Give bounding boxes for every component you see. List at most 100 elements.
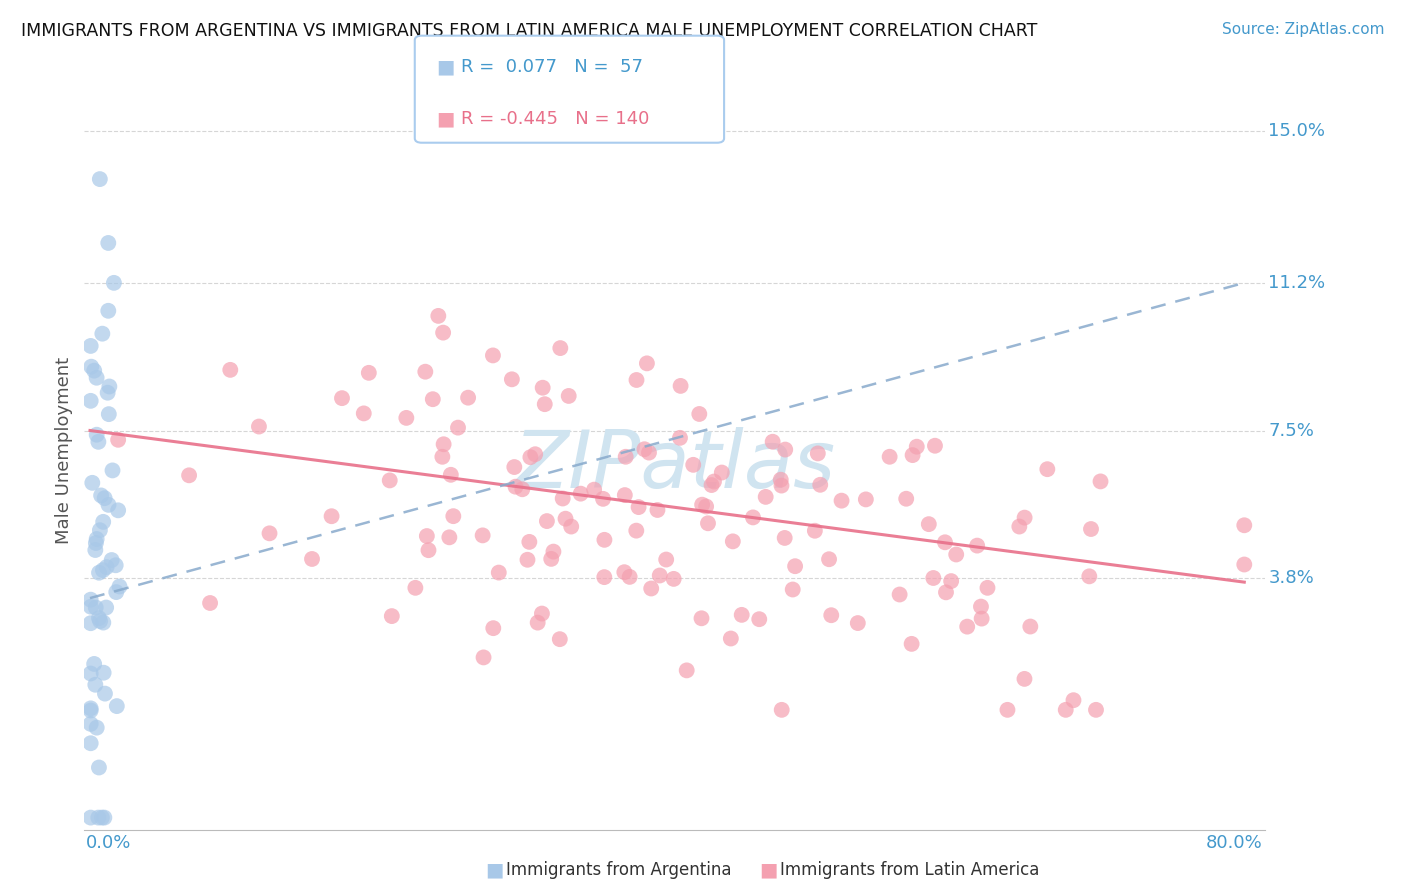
Point — [103, 276, 125, 290]
Point — [524, 447, 547, 461]
Point — [896, 491, 918, 506]
Point — [1080, 522, 1102, 536]
Point — [970, 599, 993, 614]
Point — [804, 524, 827, 538]
Point — [482, 621, 505, 635]
Point — [1019, 619, 1042, 633]
Point — [773, 531, 796, 545]
Point — [1233, 558, 1256, 572]
Point — [901, 448, 924, 462]
Text: IMMIGRANTS FROM ARGENTINA VS IMMIGRANTS FROM LATIN AMERICA MALE UNEMPLOYMENT COR: IMMIGRANTS FROM ARGENTINA VS IMMIGRANTS … — [21, 22, 1038, 40]
Point — [97, 498, 120, 512]
Point — [700, 478, 723, 492]
Point — [98, 379, 121, 393]
Text: ■: ■ — [436, 57, 454, 77]
Point — [432, 326, 454, 340]
Point — [613, 565, 636, 579]
Point — [432, 450, 454, 464]
Point — [439, 530, 461, 544]
Point — [613, 488, 636, 502]
Point — [93, 811, 115, 825]
Point — [441, 509, 464, 524]
Point — [1008, 519, 1031, 533]
Point — [526, 615, 548, 630]
Point — [378, 474, 401, 488]
Point — [742, 510, 765, 524]
Point — [636, 356, 658, 370]
Point — [101, 463, 124, 477]
Point — [619, 570, 641, 584]
Point — [770, 703, 793, 717]
Point — [956, 620, 979, 634]
Point — [551, 491, 574, 506]
Point — [593, 533, 616, 547]
Point — [381, 609, 404, 624]
Point — [90, 811, 112, 825]
Point — [627, 500, 650, 515]
Text: 0.0%: 0.0% — [86, 833, 131, 852]
Point — [807, 446, 830, 460]
Point — [785, 559, 807, 574]
Point — [633, 442, 655, 457]
Point — [97, 303, 120, 318]
Point — [86, 721, 108, 735]
Point — [94, 600, 117, 615]
Point — [91, 326, 114, 341]
Point — [80, 592, 103, 607]
Point — [721, 534, 744, 549]
Point — [80, 599, 103, 614]
Point — [655, 552, 678, 566]
Text: Immigrants from Argentina: Immigrants from Argentina — [506, 861, 731, 879]
Text: ■: ■ — [485, 860, 503, 880]
Point — [90, 488, 112, 502]
Point — [80, 701, 103, 715]
Point — [638, 445, 661, 459]
Point — [818, 552, 841, 566]
Point — [107, 433, 129, 447]
Point — [457, 391, 479, 405]
Point — [105, 699, 128, 714]
Point — [395, 410, 418, 425]
Text: R = -0.445   N = 140: R = -0.445 N = 140 — [461, 110, 650, 128]
Point — [626, 373, 648, 387]
Point — [84, 600, 107, 615]
Point — [966, 539, 988, 553]
Point — [583, 483, 606, 497]
Point — [80, 811, 103, 825]
Point — [593, 570, 616, 584]
Point — [905, 440, 928, 454]
Point — [89, 172, 111, 186]
Point — [353, 406, 375, 420]
Text: 3.8%: 3.8% — [1268, 569, 1315, 587]
Text: Source: ZipAtlas.com: Source: ZipAtlas.com — [1222, 22, 1385, 37]
Point — [80, 359, 103, 374]
Point — [96, 560, 118, 574]
Point — [1054, 703, 1077, 717]
Point — [1085, 703, 1108, 717]
Point — [939, 574, 962, 588]
Point — [1014, 510, 1036, 524]
Point — [548, 632, 571, 647]
Point — [846, 615, 869, 630]
Point — [889, 587, 911, 601]
Point — [695, 500, 717, 514]
Point — [519, 450, 541, 465]
Point — [510, 483, 533, 497]
Point — [557, 389, 579, 403]
Point — [108, 580, 131, 594]
Point — [433, 437, 456, 451]
Point — [690, 498, 713, 512]
Point — [87, 611, 110, 625]
Point — [80, 666, 103, 681]
Point — [104, 558, 127, 573]
Point — [86, 532, 108, 546]
Point — [1233, 518, 1256, 533]
Point — [1062, 693, 1084, 707]
Point — [808, 477, 831, 491]
Point — [505, 480, 527, 494]
Text: R =  0.077   N =  57: R = 0.077 N = 57 — [461, 58, 643, 76]
Point — [87, 566, 110, 580]
Point — [219, 363, 242, 377]
Point — [755, 490, 778, 504]
Point — [440, 467, 463, 482]
